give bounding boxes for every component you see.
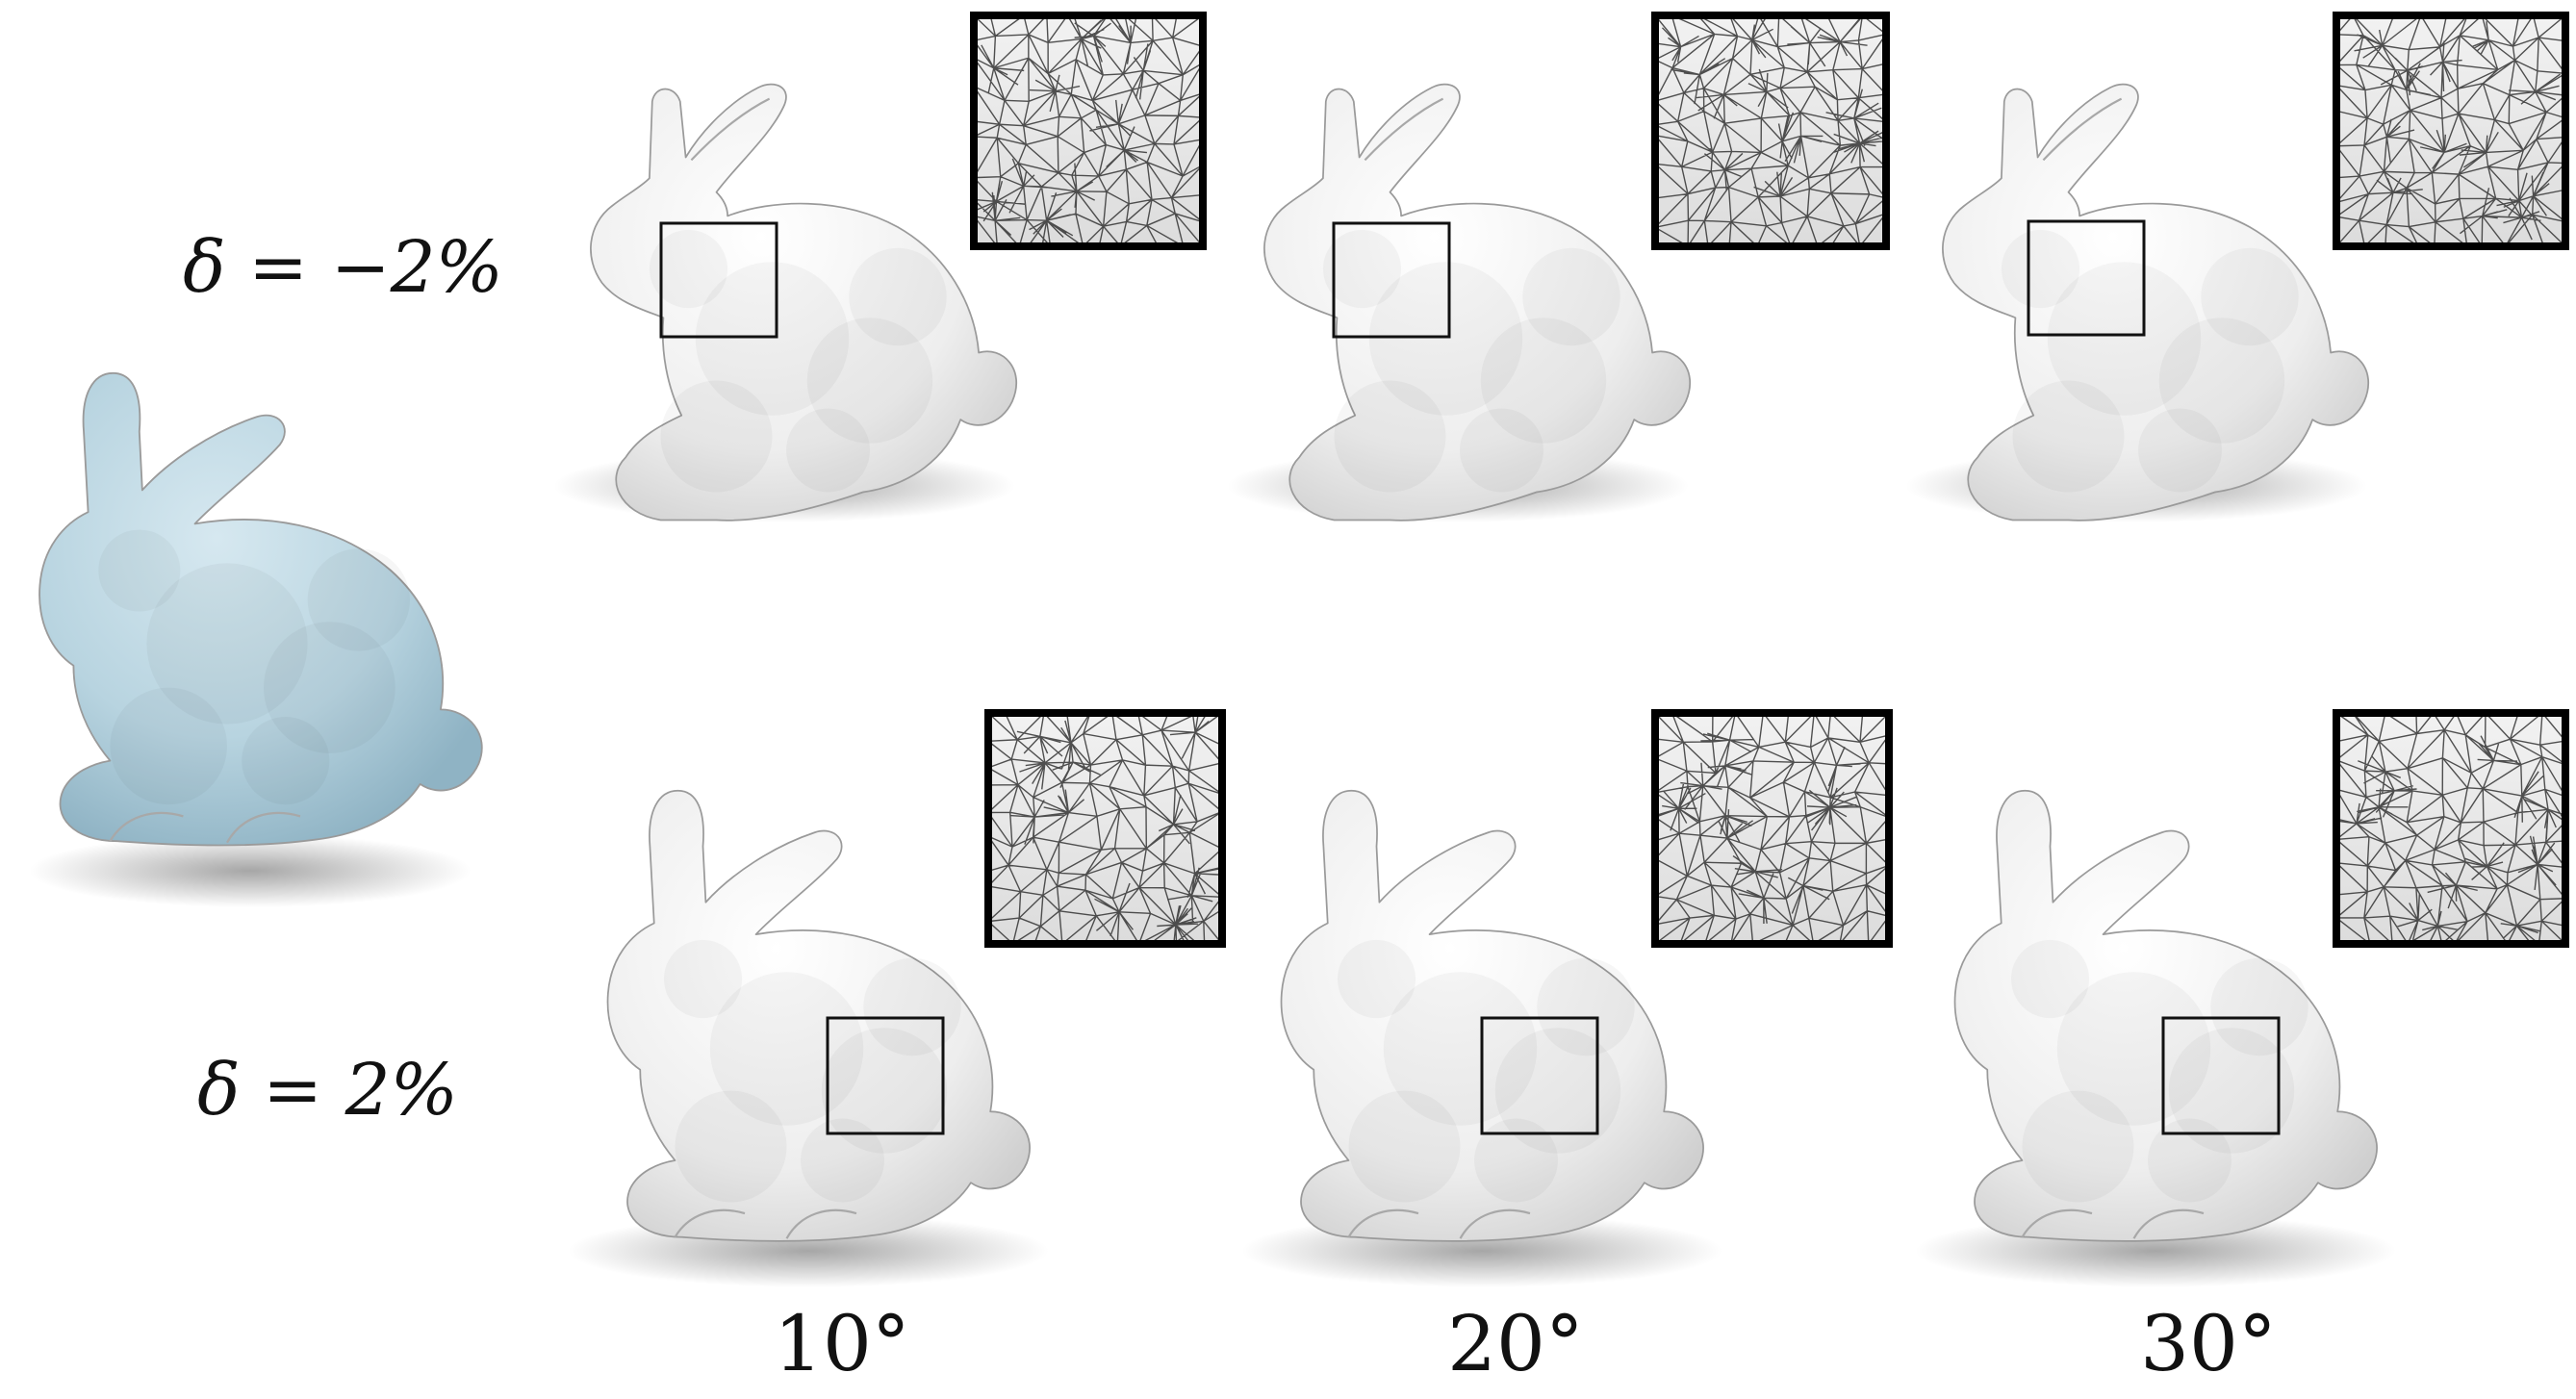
reference-shadow xyxy=(29,834,472,907)
wireframe-zoom-icon xyxy=(970,12,1207,250)
bunny-reference-icon xyxy=(38,371,483,847)
bunny-remeshed-icon xyxy=(606,789,1031,1242)
wireframe-zoom-icon xyxy=(1651,12,1890,250)
bunny-remeshed-icon xyxy=(1942,83,2370,521)
bunny-remeshed-icon xyxy=(1280,789,1704,1242)
row-label-bottom: δ = 2% xyxy=(197,1049,458,1132)
column-label-30: 30° xyxy=(2140,1299,2277,1388)
wireframe-zoom-icon xyxy=(984,709,1226,948)
column-label-10: 10° xyxy=(774,1299,910,1388)
selection-box-1 xyxy=(1332,221,1451,339)
wireframe-zoom-icon xyxy=(1651,709,1893,948)
selection-box-4 xyxy=(1480,1016,1599,1135)
selection-box-2 xyxy=(2027,219,2146,337)
bunny-remeshed-icon xyxy=(590,83,1018,521)
row-label-top: δ = −2% xyxy=(183,226,503,309)
selection-box-3 xyxy=(826,1016,945,1135)
wireframe-zoom-icon xyxy=(2333,12,2569,250)
selection-box-5 xyxy=(2161,1016,2281,1135)
bunny-remeshed-icon xyxy=(1953,789,2378,1242)
selection-box-0 xyxy=(659,221,778,339)
column-label-20: 20° xyxy=(1447,1299,1584,1388)
wireframe-zoom-icon xyxy=(2333,709,2569,948)
bunny-remeshed-icon xyxy=(1263,83,1692,521)
